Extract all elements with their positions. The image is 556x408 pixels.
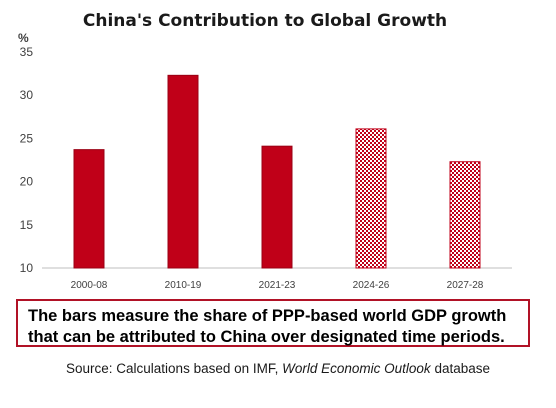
y-tick-label: 35 (20, 45, 34, 59)
note-line-1: The bars measure the share of PPP-based … (28, 307, 507, 325)
x-tick-label: 2010-19 (165, 280, 202, 291)
y-tick-label: 15 (20, 218, 34, 232)
y-tick-label: 20 (20, 175, 34, 189)
source-publication-name: World Economic Outlook (282, 361, 431, 376)
note-line-2: that can be attributed to China over des… (28, 328, 505, 346)
x-axis: 2000-08 2010-19 2021-23 2024-26 2027-28 (71, 280, 484, 291)
bar-2021-23 (261, 145, 293, 269)
bar-2010-19 (167, 74, 199, 269)
bar-chart: China's Contribution to Global Growth % … (18, 11, 512, 291)
source-prefix: Source: Calculations based on IMF, (66, 361, 283, 376)
bar-2000-08 (73, 149, 105, 269)
explanatory-note-box: The bars measure the share of PPP-based … (16, 299, 530, 347)
bar-2027-28 (449, 161, 481, 269)
y-tick-label: 30 (20, 88, 34, 102)
bars-group (73, 74, 481, 269)
chart-title: China's Contribution to Global Growth (83, 11, 447, 31)
y-axis: 10 15 20 25 30 35 (20, 45, 34, 275)
bar-2024-26 (355, 128, 387, 269)
x-tick-label: 2021-23 (259, 280, 296, 291)
y-tick-label: 10 (20, 261, 34, 275)
y-axis-unit-label: % (18, 31, 29, 45)
x-tick-label: 2027-28 (447, 280, 484, 291)
x-tick-label: 2024-26 (353, 280, 390, 291)
y-tick-label: 25 (20, 131, 34, 145)
source-note: Source: Calculations based on IMF, World… (0, 361, 556, 376)
x-tick-label: 2000-08 (71, 280, 108, 291)
source-suffix: database (430, 361, 490, 376)
